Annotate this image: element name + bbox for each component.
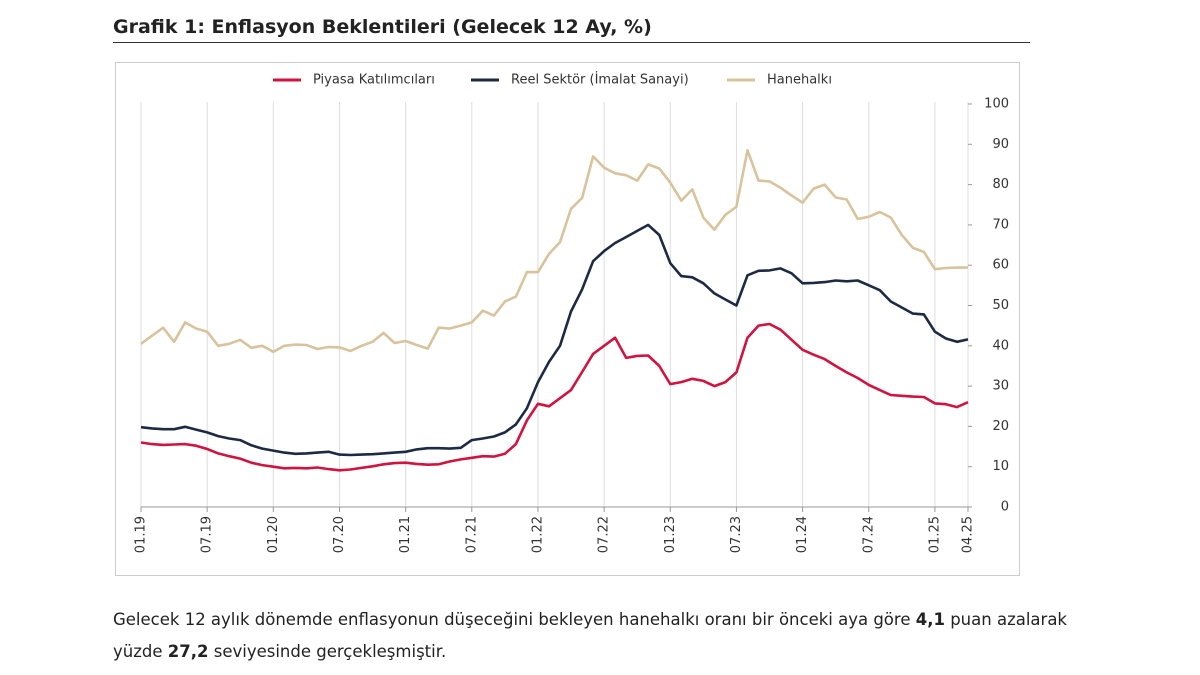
text: Gelecek 12 aylık dönemde enflasyonun düş… bbox=[113, 610, 916, 629]
x-tick-label: 01.25 bbox=[927, 516, 942, 553]
x-tick-label: 07.19 bbox=[200, 516, 215, 553]
y-tick-label: 30 bbox=[992, 379, 1009, 394]
y-tick-label: 70 bbox=[992, 217, 1009, 232]
x-tick-label: 01.21 bbox=[398, 516, 413, 553]
x-tick-label: 01.20 bbox=[266, 516, 281, 553]
legend-label: Piyasa Katılımcıları bbox=[313, 73, 435, 88]
y-tick-label: 20 bbox=[992, 419, 1009, 434]
y-tick-label: 60 bbox=[992, 258, 1009, 273]
legend-label: Hanehalkı bbox=[767, 73, 832, 88]
y-tick-label: 0 bbox=[1001, 500, 1009, 515]
x-tick-label: 01.22 bbox=[530, 516, 545, 553]
x-tick-label: 01.23 bbox=[663, 516, 678, 553]
series-line bbox=[140, 223, 969, 457]
series-line bbox=[140, 149, 968, 354]
x-tick-label: 04.25 bbox=[961, 516, 976, 553]
y-tick-label: 90 bbox=[992, 137, 1009, 152]
text: puan azalarak yüzde bbox=[113, 610, 1067, 661]
x-tick-label: 07.24 bbox=[861, 516, 876, 553]
y-tick-label: 10 bbox=[992, 459, 1009, 474]
y-tick-label: 50 bbox=[992, 298, 1009, 313]
legend-label: Reel Sektör (İmalat Sanayi) bbox=[511, 72, 689, 88]
text: seviyesinde gerçekleşmiştir. bbox=[208, 642, 447, 661]
x-tick-label: 07.21 bbox=[464, 516, 479, 553]
title: Grafik 1: Enflasyon Beklentileri (Gelece… bbox=[113, 16, 1030, 43]
chart: 01.19 07.19 01.20 07.20 01.21 07.21 01.22 07.22… bbox=[115, 62, 1020, 576]
x-tick-label: 01.24 bbox=[795, 516, 810, 553]
chart-frame bbox=[115, 62, 1020, 576]
paragraph: Gelecek 12 aylık dönemde enflasyonun düş… bbox=[113, 604, 1113, 668]
series-line bbox=[140, 322, 969, 472]
y-tick-label: 100 bbox=[984, 97, 1009, 112]
y-tick-label: 40 bbox=[992, 338, 1009, 353]
x-tick-label: 07.23 bbox=[729, 516, 744, 553]
x-tick-label: 01.19 bbox=[134, 516, 149, 553]
y-tick-label: 80 bbox=[992, 177, 1009, 192]
text: 27,2 bbox=[167, 642, 209, 661]
x-tick-label: 07.22 bbox=[597, 516, 612, 553]
x-tick-label: 07.20 bbox=[332, 516, 347, 553]
text: 4,1 bbox=[915, 610, 945, 629]
